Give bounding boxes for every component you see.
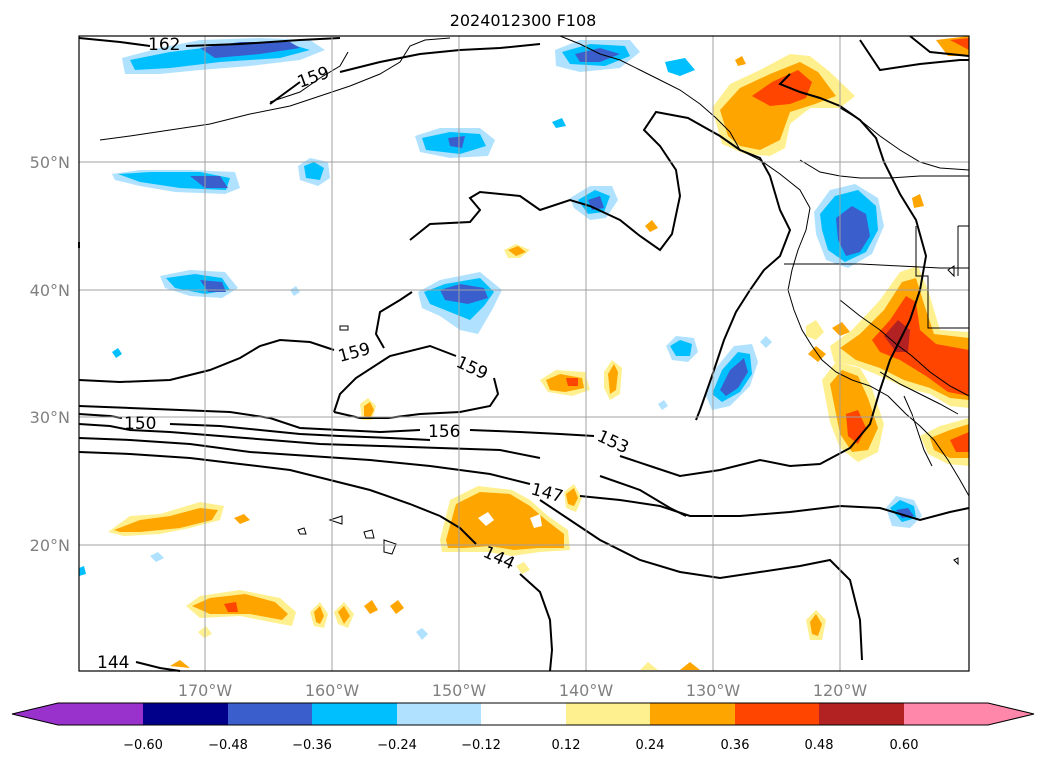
- negative-shading: [79, 38, 922, 640]
- colorbar-segment: [143, 703, 228, 725]
- lat-label-20n: 20°N: [30, 536, 70, 555]
- colorbar-segment: [481, 703, 566, 725]
- colorbar-extend-low: [12, 703, 58, 725]
- contour-label-162: 162: [148, 35, 180, 55]
- lat-label-30n: 30°N: [30, 408, 70, 427]
- lat-label-40n: 40°N: [30, 281, 70, 300]
- map-panel: 162 159 159 159 156 153 150 147 144 144: [78, 35, 970, 673]
- colorbar-tick-label: 0.36: [721, 738, 750, 753]
- longitude-labels: 170°W 160°W 150°W 140°W 130°W 120°W: [178, 681, 868, 700]
- positive-shading: [108, 36, 969, 670]
- colorbar-segment: [228, 703, 312, 725]
- colorbar-outline: [11, 702, 1035, 726]
- colorbar-tick-label: −0.36: [292, 738, 332, 753]
- lon-label-130w: 130°W: [686, 681, 741, 700]
- graticule: [79, 36, 969, 671]
- colorbar-segment: [566, 703, 650, 725]
- lon-label-120w: 120°W: [813, 681, 868, 700]
- colorbar-tick-label: 0.60: [890, 738, 919, 753]
- latitude-labels: 50°N 40°N 30°N 20°N: [30, 153, 70, 555]
- lat-label-50n: 50°N: [30, 153, 70, 172]
- contours: [78, 35, 970, 672]
- colorbar-segment: [58, 703, 143, 725]
- colorbar-tick-label: 0.24: [636, 738, 665, 753]
- lon-label-150w: 150°W: [432, 681, 487, 700]
- colorbar-segment: [904, 703, 988, 725]
- colorbar-segment: [650, 703, 735, 725]
- colorbar: −0.60 −0.48 −0.36 −0.24 −0.12 0.12 0.24 …: [11, 702, 1035, 753]
- coastlines: [99, 35, 970, 566]
- colorbar-extend-high: [988, 703, 1034, 725]
- colorbar-tick-label: −0.60: [123, 738, 163, 753]
- lon-label-140w: 140°W: [559, 681, 614, 700]
- contour-label-156: 156: [428, 422, 460, 442]
- lon-label-170w: 170°W: [178, 681, 233, 700]
- contour-label-150: 150: [124, 414, 156, 434]
- colorbar-segment: [397, 703, 481, 725]
- colorbar-tick-label: −0.12: [461, 738, 501, 753]
- colorbar-segment: [312, 703, 397, 725]
- colorbar-tick-label: −0.24: [377, 738, 417, 753]
- map-border: [78, 35, 970, 672]
- contour-label-144-southwest: 144: [97, 653, 129, 673]
- map-title: 2024012300 F108: [450, 11, 597, 30]
- colorbar-tick-label: 0.12: [552, 738, 581, 753]
- colorbar-tick-label: 0.48: [805, 738, 834, 753]
- colorbar-tick-label: −0.48: [208, 738, 248, 753]
- colorbar-segment: [819, 703, 904, 725]
- colorbar-segment: [735, 703, 819, 725]
- lon-label-160w: 160°W: [305, 681, 360, 700]
